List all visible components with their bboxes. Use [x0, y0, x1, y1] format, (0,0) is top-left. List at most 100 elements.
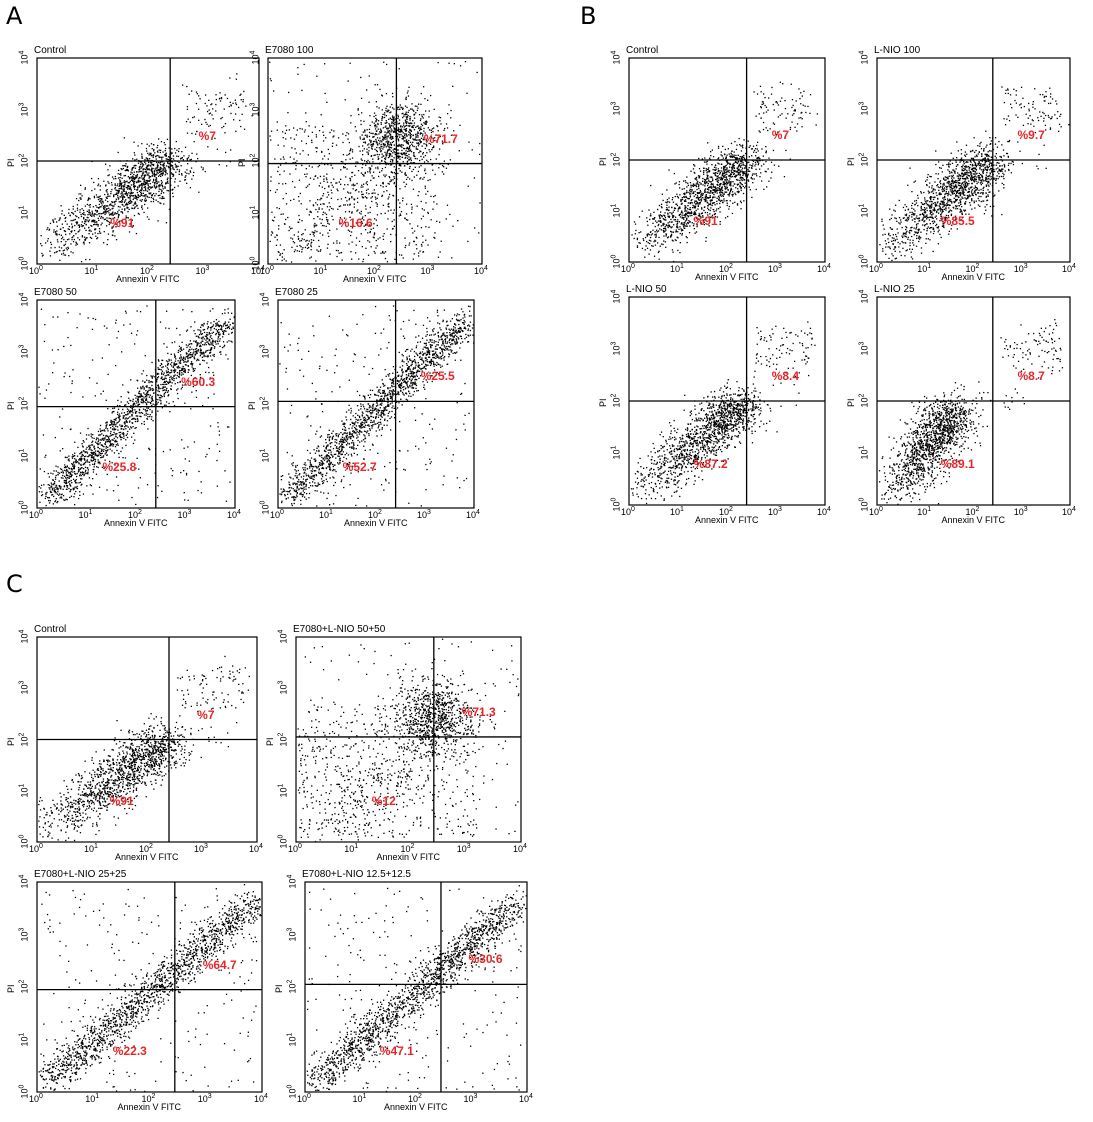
event-point	[407, 375, 410, 377]
event-point	[391, 123, 393, 125]
event-point	[164, 391, 167, 394]
event-point	[157, 359, 160, 361]
event-point	[167, 381, 169, 383]
event-point	[289, 228, 292, 230]
event-point	[106, 422, 108, 424]
event-point	[98, 454, 100, 457]
event-point	[393, 144, 395, 146]
event-point	[175, 166, 178, 168]
event-point	[161, 158, 163, 160]
event-point	[369, 168, 372, 170]
event-point	[69, 375, 71, 378]
event-point	[388, 140, 390, 142]
event-point	[167, 363, 170, 365]
event-point	[153, 192, 155, 195]
event-point	[436, 353, 438, 355]
event-point	[84, 227, 86, 229]
event-point	[136, 177, 138, 179]
event-point	[344, 184, 346, 186]
event-point	[49, 490, 52, 492]
event-point	[373, 177, 375, 179]
event-point	[66, 488, 68, 490]
event-point	[146, 407, 148, 409]
event-point	[135, 503, 137, 506]
event-point	[226, 327, 228, 329]
event-point	[165, 383, 167, 385]
event-point	[137, 487, 140, 489]
event-point	[130, 225, 133, 228]
y-axis-label: PI	[6, 158, 16, 167]
event-point	[209, 351, 211, 354]
event-point	[384, 112, 386, 114]
event-point	[173, 371, 175, 374]
event-point	[56, 250, 58, 253]
event-point	[421, 114, 423, 116]
event-point	[411, 108, 413, 110]
event-point	[346, 434, 348, 436]
event-point	[199, 345, 201, 347]
event-point	[80, 464, 82, 466]
event-point	[207, 342, 210, 345]
event-point	[162, 172, 164, 174]
event-point	[80, 463, 82, 466]
event-point	[361, 217, 363, 220]
event-point	[386, 105, 388, 107]
event-point	[191, 363, 193, 365]
event-point	[131, 410, 133, 412]
event-point	[385, 153, 387, 155]
event-point	[404, 152, 406, 154]
event-point	[337, 137, 340, 139]
event-point	[380, 129, 382, 131]
event-point	[145, 163, 147, 165]
event-point	[340, 160, 342, 163]
event-point	[392, 366, 395, 368]
x-tick-label: 103	[420, 265, 435, 276]
event-point	[136, 175, 138, 178]
event-point	[131, 194, 133, 197]
event-point	[165, 182, 167, 184]
event-point	[471, 149, 473, 151]
event-point	[85, 448, 87, 450]
event-point	[337, 198, 339, 201]
event-point	[278, 251, 280, 253]
event-point	[168, 327, 170, 330]
event-point	[78, 497, 80, 500]
event-point	[215, 94, 217, 96]
event-point	[241, 113, 243, 115]
event-point	[136, 310, 138, 312]
event-point	[127, 201, 130, 204]
event-point	[122, 167, 124, 170]
event-point	[200, 345, 202, 347]
event-point	[125, 217, 127, 219]
event-point	[397, 157, 399, 159]
event-point	[338, 205, 340, 208]
event-point	[347, 229, 349, 231]
event-point	[97, 232, 99, 235]
event-point	[414, 139, 416, 141]
event-point	[407, 219, 409, 221]
event-point	[383, 146, 385, 148]
event-point	[197, 350, 199, 352]
event-point	[166, 387, 168, 390]
event-point	[274, 158, 276, 160]
event-point	[60, 494, 62, 496]
event-point	[69, 483, 71, 485]
event-point	[92, 440, 94, 442]
event-point	[91, 452, 93, 454]
event-point	[398, 152, 400, 154]
event-point	[153, 172, 156, 174]
event-point	[419, 250, 421, 252]
event-point	[174, 360, 177, 362]
event-point	[430, 195, 432, 198]
event-point	[142, 172, 144, 174]
event-point	[146, 386, 148, 388]
event-point	[181, 384, 184, 386]
event-point	[109, 203, 111, 206]
y-tick-label: 100	[18, 256, 30, 271]
event-point	[194, 348, 197, 350]
event-point	[114, 433, 116, 435]
event-point	[107, 239, 109, 241]
event-point	[196, 350, 198, 352]
event-point	[105, 452, 107, 454]
event-point	[239, 94, 241, 96]
